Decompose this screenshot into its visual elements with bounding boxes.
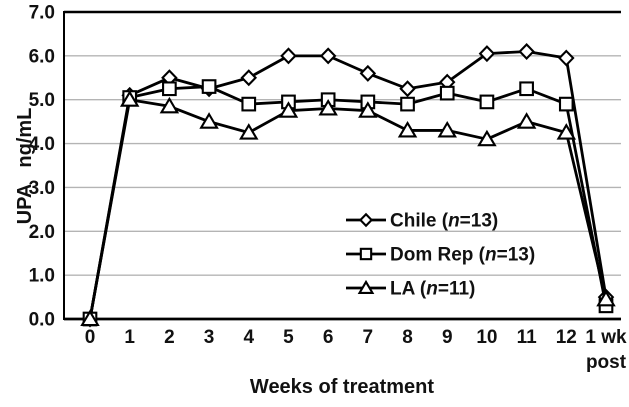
axes: [63, 10, 621, 321]
legend-label: LA (n=11): [390, 279, 475, 300]
marker-triangle-icon: [437, 120, 457, 138]
x-tick-label: 6: [323, 327, 334, 348]
marker-triangle-icon: [477, 129, 497, 147]
marker-triangle-icon: [556, 123, 577, 140]
x-tick-label: 8: [402, 327, 413, 348]
marker-square-icon: [558, 96, 574, 112]
marker-square-icon: [439, 85, 455, 101]
marker-triangle-icon: [596, 289, 616, 307]
marker-diamond-icon: [280, 47, 297, 65]
legend: Chile (n=13) Dom Rep (n=13) LA (n=11): [346, 211, 535, 300]
x-tick-label: 7: [363, 327, 374, 348]
x-axis-title: Weeks of treatment: [250, 376, 434, 398]
marker-triangle-icon: [199, 112, 219, 129]
marker-diamond-icon: [558, 49, 575, 67]
legend-item-dom-rep: Dom Rep (n=13): [346, 245, 535, 266]
marker-triangle-icon: [358, 101, 378, 118]
x-tick-label: 2: [164, 327, 175, 348]
marker-triangle-icon: [278, 101, 299, 118]
marker-square-icon: [241, 96, 257, 112]
marker-triangle-icon: [80, 309, 100, 327]
marker-triangle-icon: [516, 112, 537, 129]
marker-diamond-icon: [399, 80, 416, 98]
x-tick-label: 12: [556, 327, 577, 348]
y-tick-label: 5.0: [29, 90, 55, 111]
y-tick-label: 1.0: [29, 266, 55, 287]
marker-triangle-icon: [397, 120, 418, 138]
legend-item-la: LA (n=11): [346, 279, 475, 300]
marker-square-icon: [519, 81, 534, 97]
marker-diamond-icon: [319, 47, 337, 65]
marker-square-icon: [162, 81, 177, 97]
y-tick-label: 4.0: [29, 134, 55, 155]
y-axis-tick-labels: 0.0 1.0 2.0 3.0 4.0 5.0 6.0 7.0: [29, 3, 55, 331]
series-dom-rep: [82, 79, 614, 327]
marker-square-icon: [359, 247, 373, 261]
x-tick-label: 5: [283, 327, 294, 348]
marker-triangle-icon: [119, 90, 140, 107]
series-la: [80, 90, 616, 327]
x-tick-label: 0: [85, 327, 96, 348]
y-axis-title: UPAng/mL: [14, 108, 36, 225]
svg-text:UPAng/mL: UPAng/mL: [14, 108, 36, 225]
legend-item-chile: Chile (n=13): [346, 211, 498, 232]
y-tick-label: 6.0: [29, 46, 55, 67]
x-axis-tick-labels: 0 1 2 3 4 5 6 7 8 9 10 11 12 1 wk post: [85, 327, 627, 373]
marker-triangle-icon: [318, 99, 338, 116]
x-tick-label: 10: [476, 327, 497, 348]
x-tick-label: 1 wk post: [585, 327, 627, 373]
marker-square-icon: [400, 96, 415, 112]
y-tick-label: 7.0: [29, 3, 55, 24]
marker-diamond-icon: [240, 69, 258, 87]
marker-diamond-icon: [358, 212, 374, 228]
marker-square-icon: [479, 94, 495, 110]
x-tick-label: 11: [517, 327, 538, 348]
marker-square-icon: [201, 79, 217, 94]
legend-label: Chile (n=13): [390, 211, 498, 232]
y-tick-label: 3.0: [29, 178, 55, 199]
series-line: [88, 98, 608, 320]
x-tick-label: 9: [442, 327, 453, 348]
marker-diamond-icon: [359, 64, 377, 82]
marker-diamond-icon: [478, 45, 496, 63]
marker-triangle-icon: [159, 96, 180, 114]
marker-triangle-icon: [357, 279, 375, 294]
x-tick-label: 1: [124, 327, 135, 348]
data-series: [80, 42, 616, 328]
marker-triangle-icon: [239, 123, 259, 140]
marker-diamond-icon: [518, 42, 535, 60]
x-tick-label: 4: [243, 327, 254, 348]
legend-label: Dom Rep (n=13): [390, 245, 535, 266]
x-tick-label: 3: [204, 327, 215, 348]
y-tick-label: 0.0: [29, 310, 55, 331]
y-tick-label: 2.0: [29, 222, 55, 243]
